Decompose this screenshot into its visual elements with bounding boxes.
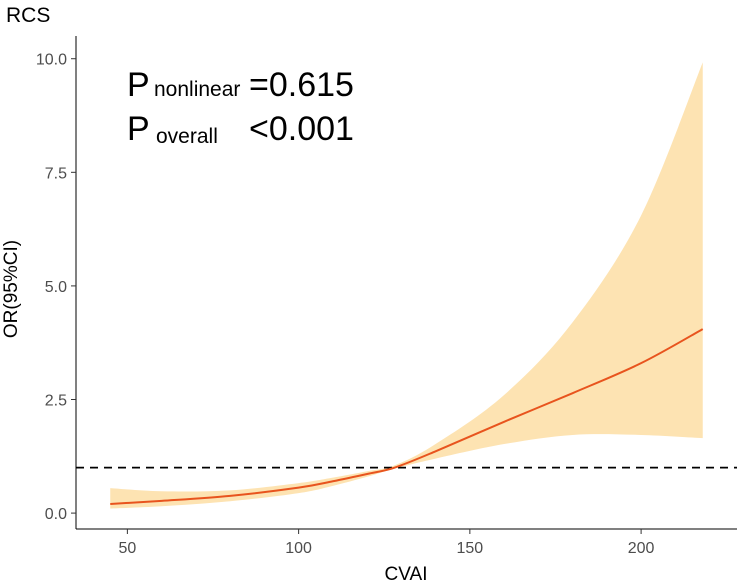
y-tick-label-3: 7.5 (45, 165, 67, 182)
y-tick-label-0: 0.0 (45, 506, 67, 523)
x-axis-title: CVAI (385, 564, 428, 582)
x-tick-label-150: 150 (457, 540, 484, 557)
y-tick-label-1: 2.5 (45, 393, 67, 410)
x-tick-label-200: 200 (628, 540, 655, 557)
p-overall-annotation: P overall <0.001 (127, 110, 354, 148)
y-tick-label-2: 5.0 (45, 279, 67, 296)
p-nonlinear-value: =0.615 (249, 66, 354, 104)
x-ticks: 50 100 150 200 (118, 529, 655, 557)
y-tick-label-4: 10.0 (36, 52, 67, 69)
p-overall-label: P (127, 110, 150, 148)
confidence-band (110, 62, 703, 509)
p-overall-value: <0.001 (249, 110, 354, 148)
p-nonlinear-subscript: nonlinear (154, 78, 240, 101)
p-nonlinear-annotation: P nonlinear =0.615 (127, 66, 354, 104)
p-overall-subscript: overall (156, 125, 218, 148)
chart-title: RCS (6, 4, 50, 27)
x-tick-label-100: 100 (285, 540, 312, 557)
or-curve (110, 328, 704, 506)
plot-area (76, 62, 737, 509)
p-nonlinear-label: P (127, 66, 150, 104)
y-ticks: 0.0 2.5 5.0 7.5 10.0 (36, 52, 76, 523)
x-tick-label-50: 50 (118, 540, 136, 557)
y-axis-title: OR(95%CI) (1, 240, 22, 338)
